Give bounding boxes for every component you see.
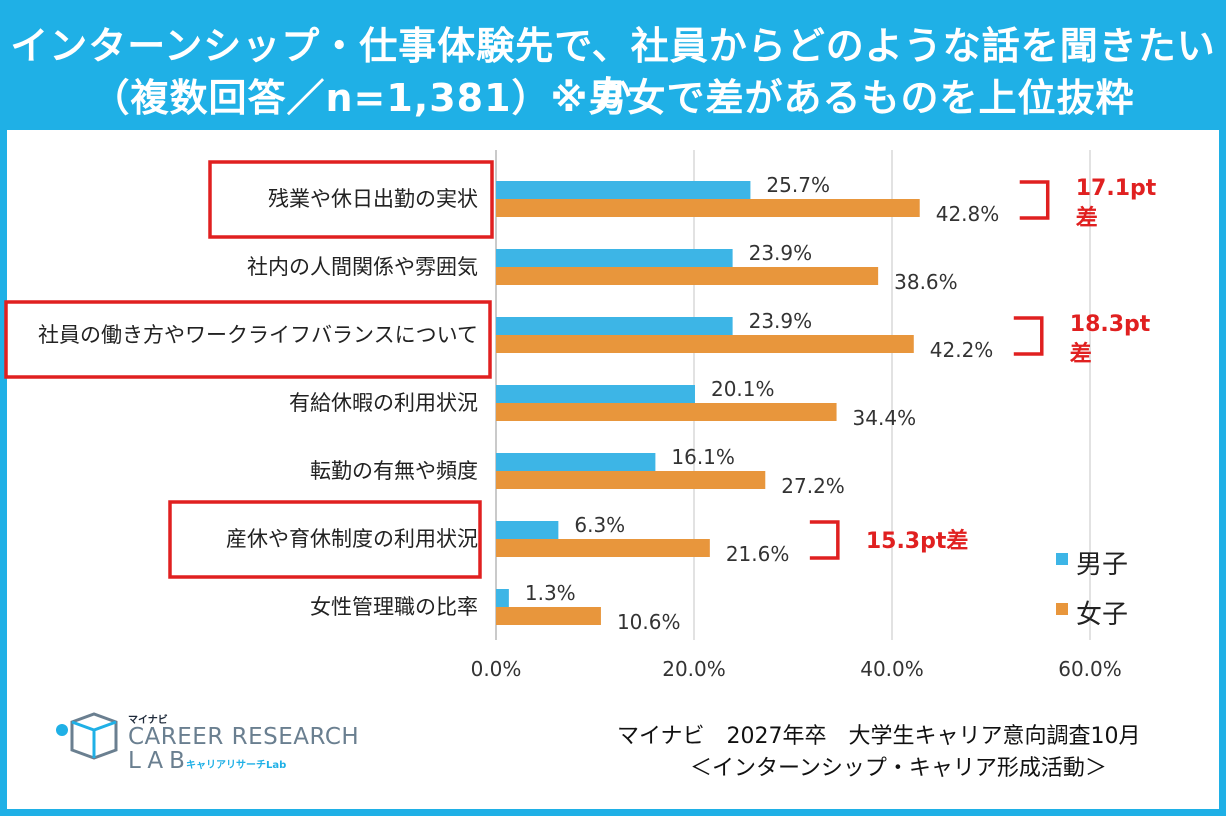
bar-female	[496, 471, 766, 489]
title-banner: インターンシップ・仕事体験先で、社員からどのような話を聞きたいか （複数回答／n…	[0, 0, 1226, 130]
chart-title-line2: （複数回答／n=1,381）※男女で差があるものを上位抜粋	[91, 76, 1135, 120]
highlight-box	[208, 160, 494, 239]
data-label-female: 10.6%	[617, 610, 681, 634]
career-research-lab-logo	[56, 712, 118, 760]
difference-annotation: 15.3pt差	[866, 528, 969, 554]
data-label-female: 34.4%	[853, 406, 917, 430]
logo-dot-icon	[56, 724, 68, 736]
category-label: 有給休暇の利用状況	[289, 391, 478, 415]
logo-cube-icon	[70, 712, 118, 760]
category-label: 社員の働き方やワークライフバランスについて	[38, 323, 478, 347]
logo-lab-text: LAB	[128, 748, 191, 774]
legend-female-swatch	[1056, 603, 1068, 615]
bar-male	[496, 317, 733, 335]
x-tick-label: 0.0%	[471, 657, 522, 681]
bar-male	[496, 453, 656, 471]
bar-male	[496, 385, 695, 403]
difference-annotation: 17.1pt	[1076, 176, 1157, 201]
difference-annotation: 18.3pt	[1070, 312, 1151, 337]
logo-career-research-text: CAREER RESEARCH	[128, 724, 360, 750]
bar-female	[496, 199, 920, 217]
legend-male-swatch	[1056, 553, 1068, 565]
data-label-female: 42.2%	[930, 338, 994, 362]
bar-female	[496, 335, 914, 353]
data-label-male: 1.3%	[525, 581, 576, 605]
bar-male	[496, 249, 733, 267]
highlight-box	[168, 500, 482, 579]
data-label-male: 23.9%	[749, 241, 813, 265]
source-line2: ＜インターンシップ・キャリア形成活動＞	[690, 756, 1107, 781]
logo-jp-text: キャリアリサーチLab	[186, 760, 287, 771]
bar-chart: 0.0% 20.0% 40.0% 60.0% 残業や休日出勤の実状 25.7% 42.8% 社…	[4, 150, 1157, 681]
highlight-box	[4, 300, 492, 379]
x-tick-label: 20.0%	[662, 657, 726, 681]
chart-title-line1: インターンシップ・仕事体験先で、社員からどのような話を聞きたいか	[10, 24, 1216, 116]
difference-bracket	[1013, 316, 1044, 356]
data-label-male: 6.3%	[574, 513, 625, 537]
bar-female	[496, 403, 837, 421]
data-label-male: 25.7%	[766, 173, 830, 197]
data-label-female: 42.8%	[936, 202, 1000, 226]
data-label-female: 27.2%	[781, 474, 845, 498]
logo-mynavi-text: マイナビ	[128, 715, 168, 726]
data-label-female: 21.6%	[726, 542, 790, 566]
data-label-male: 16.1%	[671, 445, 735, 469]
category-label: 転勤の有無や頻度	[310, 459, 478, 483]
category-label: 社内の人間関係や雰囲気	[247, 255, 478, 279]
data-label-male: 23.9%	[749, 309, 813, 333]
x-tick-label: 40.0%	[860, 657, 924, 681]
difference-annotation-suffix: 差	[1076, 205, 1098, 231]
category-label: 女性管理職の比率	[310, 595, 478, 619]
category-label: 産休や育休制度の利用状況	[226, 527, 478, 551]
bar-female	[496, 267, 879, 285]
logo-cube-inner-icon	[71, 720, 117, 758]
difference-annotation-suffix: 差	[1070, 341, 1092, 367]
bar-female	[496, 607, 601, 625]
source-line1: マイナビ 2027年卒 大学生キャリア意向調査10月	[617, 724, 1141, 749]
bar-male	[496, 521, 559, 539]
data-label-female: 38.6%	[894, 270, 958, 294]
x-tick-label: 60.0%	[1058, 657, 1122, 681]
legend-female-label: 女子	[1076, 600, 1129, 630]
bar-female	[496, 539, 710, 557]
category-label: 残業や休日出勤の実状	[268, 187, 478, 211]
data-label-male: 20.1%	[711, 377, 775, 401]
bar-male	[496, 589, 509, 607]
difference-bracket	[809, 520, 840, 560]
difference-bracket	[1019, 180, 1050, 220]
bar-male	[496, 181, 751, 199]
legend-male-label: 男子	[1076, 550, 1129, 580]
